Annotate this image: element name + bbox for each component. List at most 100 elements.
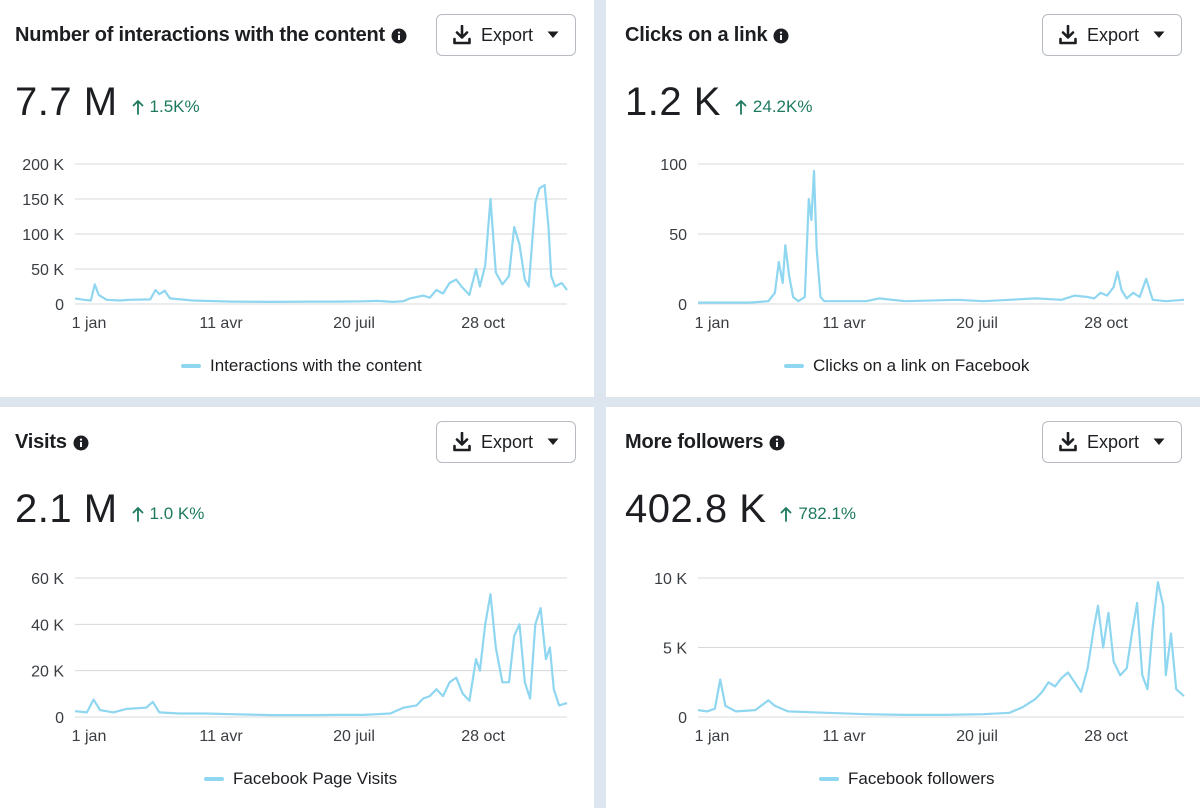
download-icon xyxy=(453,432,471,452)
caret-down-icon xyxy=(1153,31,1165,39)
export-label: Export xyxy=(480,24,534,45)
series-line xyxy=(74,593,568,717)
card-title-text: Clicks on a link xyxy=(625,24,768,46)
legend-label: Interactions with the content xyxy=(210,356,422,375)
legend: Facebook followers xyxy=(819,769,994,789)
y-tick-label: 150 K xyxy=(22,192,64,209)
followers-card: More followers Export 402.8 K 782.1% 0 5 … xyxy=(606,407,1200,808)
clicks-card: Clicks on a link Export 1.2 K 24.2K% 0 50… xyxy=(606,0,1200,397)
metric-change: 1.5K% xyxy=(132,97,200,117)
legend-swatch xyxy=(784,364,804,368)
legend: Interactions with the content xyxy=(181,356,422,376)
y-tick-label: 0 xyxy=(678,297,687,314)
y-tick-label: 100 K xyxy=(22,227,64,244)
metric: 7.7 M 1.5K% xyxy=(15,80,200,125)
series-line xyxy=(698,169,1185,304)
x-tick-label: 1 jan xyxy=(72,315,107,332)
line-chart[interactable]: 0 5 K 10 K 1 jan 11 avr 20 juil 28 oct xyxy=(606,407,1200,808)
legend-swatch xyxy=(181,364,201,368)
series-line xyxy=(74,183,568,303)
caret-down-icon xyxy=(547,31,559,39)
series-line xyxy=(697,581,1185,716)
info-icon[interactable] xyxy=(769,435,785,451)
y-tick-label: 5 K xyxy=(663,641,687,658)
export-button[interactable]: Export xyxy=(1042,421,1182,463)
visits-card: Visits Export 2.1 M 1.0 K% 0 20 K 40 K 60 K… xyxy=(0,407,594,808)
export-button[interactable]: Export xyxy=(436,14,576,56)
legend-swatch xyxy=(204,777,224,781)
line-chart[interactable]: 0 20 K 40 K 60 K 1 jan 11 avr 20 juil 28 oct xyxy=(0,407,594,808)
info-icon[interactable] xyxy=(773,28,789,44)
y-tick-label: 0 xyxy=(678,710,687,727)
x-tick-label: 1 jan xyxy=(695,728,730,745)
card-title-text: Number of interactions with the content xyxy=(15,24,385,46)
x-tick-label: 11 avr xyxy=(199,728,243,745)
y-tick-label: 60 K xyxy=(31,571,64,588)
x-tick-label: 11 avr xyxy=(199,315,243,332)
card-title-text: More followers xyxy=(625,431,764,453)
y-tick-label: 100 xyxy=(660,157,687,174)
metric-change-text: 24.2K% xyxy=(752,97,813,116)
caret-down-icon xyxy=(1153,438,1165,446)
caret-down-icon xyxy=(547,438,559,446)
x-tick-label: 20 juil xyxy=(333,728,375,745)
y-tick-label: 20 K xyxy=(31,664,64,681)
legend-label: Facebook Page Visits xyxy=(233,769,398,788)
x-tick-label: 1 jan xyxy=(72,728,107,745)
info-icon[interactable] xyxy=(73,435,89,451)
info-icon[interactable] xyxy=(391,28,407,44)
metric: 2.1 M 1.0 K% xyxy=(15,487,204,532)
metric-change: 1.0 K% xyxy=(132,504,205,524)
legend: Facebook Page Visits xyxy=(204,769,397,789)
metric-value: 7.7 M xyxy=(15,80,118,124)
y-tick-label: 200 K xyxy=(22,157,64,174)
line-chart[interactable]: 0 50 100 1 jan 11 avr 20 juil 28 oct xyxy=(606,0,1200,397)
metric-value: 402.8 K xyxy=(625,487,767,531)
metric-change: 24.2K% xyxy=(735,97,813,117)
y-tick-label: 50 xyxy=(669,227,687,244)
line-chart[interactable]: 0 50 K 100 K 150 K 200 K 1 jan 11 avr 20 juil 28… xyxy=(0,0,594,397)
arrow-up-icon xyxy=(735,99,747,115)
card-title: Number of interactions with the content xyxy=(15,24,407,47)
x-tick-label: 1 jan xyxy=(695,315,730,332)
export-button[interactable]: Export xyxy=(1042,14,1182,56)
metric-value: 2.1 M xyxy=(15,487,118,531)
metric-change-text: 1.0 K% xyxy=(149,504,205,523)
x-tick-label: 28 oct xyxy=(461,728,505,745)
export-label: Export xyxy=(1086,431,1140,452)
x-tick-label: 28 oct xyxy=(1084,728,1128,745)
export-label: Export xyxy=(480,431,534,452)
x-tick-label: 20 juil xyxy=(333,315,375,332)
arrow-up-icon xyxy=(780,506,792,522)
download-icon xyxy=(1059,25,1077,45)
y-tick-label: 0 xyxy=(55,710,64,727)
x-tick-label: 11 avr xyxy=(822,315,866,332)
card-title-text: Visits xyxy=(15,431,67,453)
card-title: Clicks on a link xyxy=(625,24,789,47)
x-tick-label: 11 avr xyxy=(822,728,866,745)
y-tick-label: 10 K xyxy=(654,571,687,588)
download-icon xyxy=(1059,432,1077,452)
metric-change-text: 782.1% xyxy=(798,504,857,523)
card-title: More followers xyxy=(625,431,785,454)
x-tick-label: 20 juil xyxy=(956,315,998,332)
x-tick-label: 20 juil xyxy=(956,728,998,745)
y-tick-label: 50 K xyxy=(31,262,64,279)
arrow-up-icon xyxy=(132,99,144,115)
metric-value: 1.2 K xyxy=(625,80,721,124)
y-tick-label: 40 K xyxy=(31,617,64,634)
export-button[interactable]: Export xyxy=(436,421,576,463)
interactions-card: Number of interactions with the content … xyxy=(0,0,594,397)
export-label: Export xyxy=(1086,24,1140,45)
metric: 1.2 K 24.2K% xyxy=(625,80,812,125)
download-icon xyxy=(453,25,471,45)
metric-change-text: 1.5K% xyxy=(149,97,200,116)
x-tick-label: 28 oct xyxy=(1084,315,1128,332)
y-tick-label: 0 xyxy=(55,297,64,314)
x-tick-label: 28 oct xyxy=(461,315,505,332)
legend-swatch xyxy=(819,777,839,781)
legend: Clicks on a link on Facebook xyxy=(784,356,1029,376)
metric-change: 782.1% xyxy=(780,504,856,524)
arrow-up-icon xyxy=(132,506,144,522)
legend-label: Clicks on a link on Facebook xyxy=(813,356,1030,375)
